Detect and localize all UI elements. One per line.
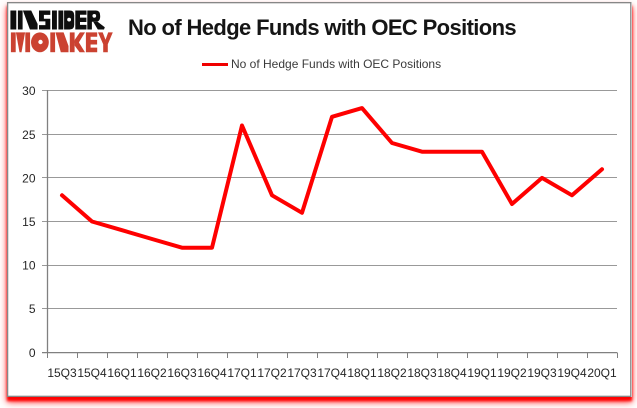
svg-text:16Q1: 16Q1	[107, 366, 137, 380]
svg-text:10: 10	[22, 259, 36, 273]
svg-text:16Q3: 16Q3	[167, 366, 197, 380]
svg-text:18Q1: 18Q1	[347, 366, 377, 380]
svg-text:17Q1: 17Q1	[227, 366, 257, 380]
svg-text:17Q2: 17Q2	[257, 366, 287, 380]
svg-text:18Q3: 18Q3	[407, 366, 437, 380]
svg-text:19Q4: 19Q4	[557, 366, 587, 380]
svg-text:15Q4: 15Q4	[77, 366, 107, 380]
svg-text:15: 15	[22, 215, 36, 229]
svg-text:5: 5	[29, 302, 36, 316]
svg-text:19Q2: 19Q2	[497, 366, 527, 380]
svg-text:25: 25	[22, 128, 36, 142]
svg-text:30: 30	[22, 84, 36, 98]
svg-text:19Q1: 19Q1	[467, 366, 497, 380]
svg-text:19Q3: 19Q3	[527, 366, 557, 380]
svg-text:20Q1: 20Q1	[587, 366, 617, 380]
svg-text:16Q4: 16Q4	[197, 366, 227, 380]
svg-text:16Q2: 16Q2	[137, 366, 167, 380]
svg-text:0: 0	[29, 346, 36, 360]
svg-text:18Q4: 18Q4	[437, 366, 467, 380]
svg-text:18Q2: 18Q2	[377, 366, 407, 380]
svg-text:17Q3: 17Q3	[287, 366, 317, 380]
svg-text:15Q3: 15Q3	[47, 366, 77, 380]
svg-text:17Q4: 17Q4	[317, 366, 347, 380]
svg-text:20: 20	[22, 171, 36, 185]
